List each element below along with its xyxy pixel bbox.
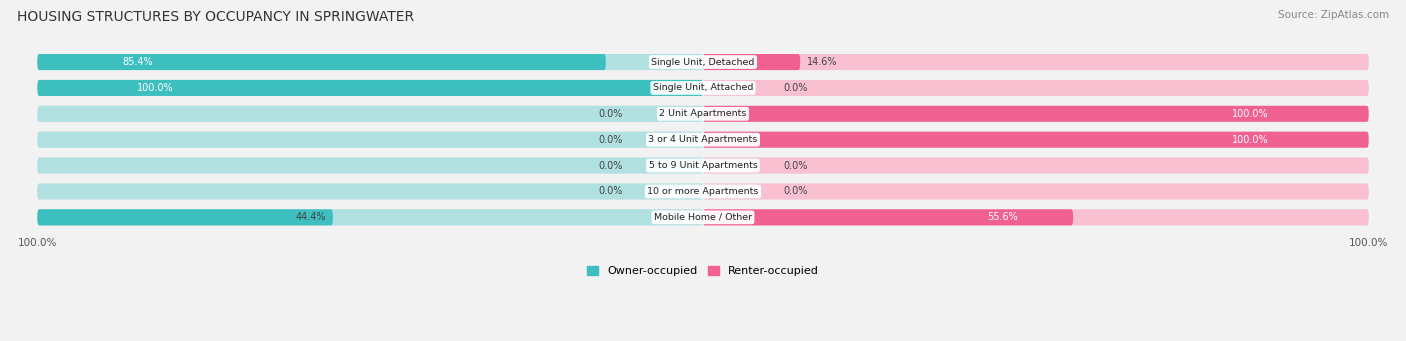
- Text: 100.0%: 100.0%: [138, 83, 174, 93]
- FancyBboxPatch shape: [38, 209, 1368, 225]
- Text: 2 Unit Apartments: 2 Unit Apartments: [659, 109, 747, 118]
- FancyBboxPatch shape: [703, 158, 1368, 174]
- Text: 0.0%: 0.0%: [599, 161, 623, 170]
- FancyBboxPatch shape: [703, 183, 1368, 199]
- Text: 14.6%: 14.6%: [807, 57, 838, 67]
- FancyBboxPatch shape: [38, 54, 703, 70]
- FancyBboxPatch shape: [38, 106, 1368, 122]
- FancyBboxPatch shape: [38, 80, 703, 96]
- Text: 3 or 4 Unit Apartments: 3 or 4 Unit Apartments: [648, 135, 758, 144]
- FancyBboxPatch shape: [38, 183, 1368, 199]
- Text: 85.4%: 85.4%: [122, 57, 153, 67]
- Text: 55.6%: 55.6%: [987, 212, 1018, 222]
- FancyBboxPatch shape: [703, 80, 1368, 96]
- Text: Single Unit, Detached: Single Unit, Detached: [651, 58, 755, 66]
- Text: 0.0%: 0.0%: [599, 187, 623, 196]
- Text: 100.0%: 100.0%: [1232, 109, 1268, 119]
- Text: 10 or more Apartments: 10 or more Apartments: [647, 187, 759, 196]
- Text: Mobile Home / Other: Mobile Home / Other: [654, 213, 752, 222]
- Text: Source: ZipAtlas.com: Source: ZipAtlas.com: [1278, 10, 1389, 20]
- FancyBboxPatch shape: [703, 54, 800, 70]
- Text: HOUSING STRUCTURES BY OCCUPANCY IN SPRINGWATER: HOUSING STRUCTURES BY OCCUPANCY IN SPRIN…: [17, 10, 413, 24]
- Text: 0.0%: 0.0%: [783, 83, 807, 93]
- FancyBboxPatch shape: [38, 132, 703, 148]
- FancyBboxPatch shape: [38, 158, 1368, 174]
- FancyBboxPatch shape: [703, 209, 1073, 225]
- FancyBboxPatch shape: [38, 106, 703, 122]
- Text: 5 to 9 Unit Apartments: 5 to 9 Unit Apartments: [648, 161, 758, 170]
- FancyBboxPatch shape: [38, 183, 703, 199]
- FancyBboxPatch shape: [38, 158, 703, 174]
- FancyBboxPatch shape: [38, 132, 1368, 148]
- FancyBboxPatch shape: [703, 132, 1368, 148]
- Legend: Owner-occupied, Renter-occupied: Owner-occupied, Renter-occupied: [582, 261, 824, 280]
- Text: Single Unit, Attached: Single Unit, Attached: [652, 84, 754, 92]
- Text: 0.0%: 0.0%: [599, 135, 623, 145]
- Text: 0.0%: 0.0%: [783, 161, 807, 170]
- FancyBboxPatch shape: [703, 209, 1368, 225]
- Text: 100.0%: 100.0%: [1232, 135, 1268, 145]
- Text: 0.0%: 0.0%: [599, 109, 623, 119]
- FancyBboxPatch shape: [38, 54, 1368, 70]
- FancyBboxPatch shape: [703, 106, 1368, 122]
- Text: 44.4%: 44.4%: [295, 212, 326, 222]
- FancyBboxPatch shape: [38, 209, 333, 225]
- FancyBboxPatch shape: [38, 209, 703, 225]
- FancyBboxPatch shape: [703, 54, 1368, 70]
- FancyBboxPatch shape: [38, 80, 1368, 96]
- FancyBboxPatch shape: [38, 54, 606, 70]
- Text: 0.0%: 0.0%: [783, 187, 807, 196]
